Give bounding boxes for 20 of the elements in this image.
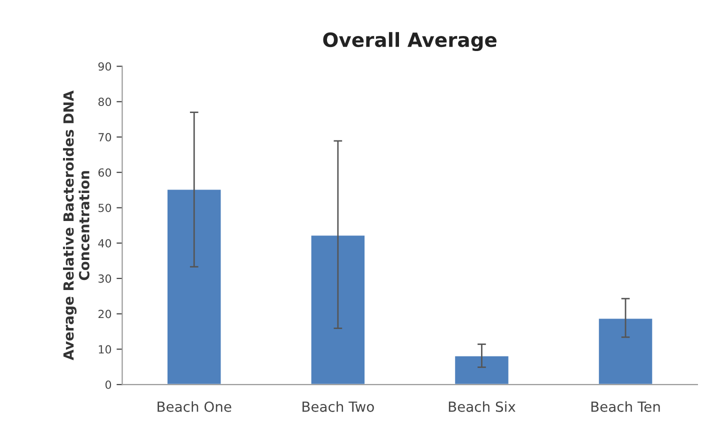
y-axis-title: Average Relative Bacteroides DNA Concentration — [63, 90, 90, 360]
y-tick-label: 90 — [98, 62, 112, 71]
x-tick-label: Beach Two — [302, 401, 374, 412]
y-tick-label: 60 — [98, 168, 112, 177]
x-tick-label: Beach Ten — [591, 401, 660, 412]
y-tick-label: 50 — [98, 204, 112, 212]
y-tick-label: 80 — [98, 98, 112, 106]
bar — [310, 234, 366, 385]
y-tick-label: 10 — [98, 345, 112, 354]
y-tick-label: 70 — [98, 132, 112, 142]
y-tick-label: 20 — [98, 310, 112, 318]
bar — [598, 317, 654, 385]
y-tick-label: 40 — [98, 239, 112, 248]
y-tick-label: 30 — [98, 274, 112, 283]
x-tick-label: Beach Six — [448, 401, 516, 412]
y-tick-label: 0 — [105, 380, 112, 389]
bar — [166, 188, 222, 385]
x-tick-label: Beach One — [158, 401, 232, 412]
bar — [454, 354, 510, 385]
chart-title: Overall Average — [323, 32, 496, 52]
